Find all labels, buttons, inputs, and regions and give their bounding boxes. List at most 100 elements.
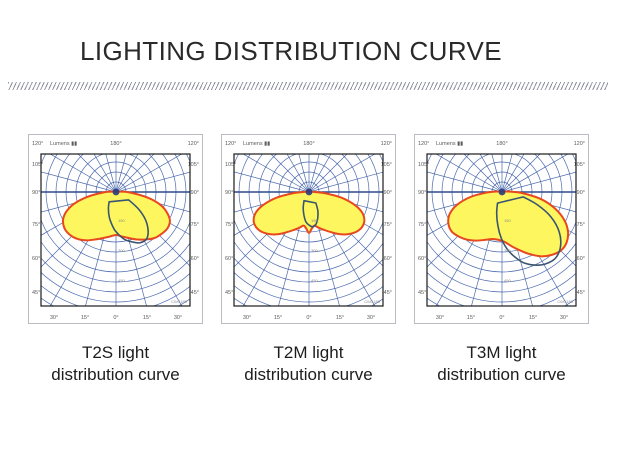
candela-scale-label: 450	[311, 278, 318, 283]
left-angle-label: 60°	[418, 256, 426, 262]
right-angle-label: 75°	[384, 222, 392, 228]
chart-caption-t2m: T2M light distribution curve	[221, 342, 396, 386]
charts-row: 120° Lumens ▮▮ 180° 120° 105° 105° 90° 90° 75° 75…	[28, 134, 620, 324]
luminaire-center-dot	[112, 188, 120, 196]
bottom-angle-label: 30°	[174, 315, 182, 321]
right-angle-label: 90°	[191, 190, 199, 196]
caption-line: distribution curve	[437, 365, 566, 384]
candela-scale-label: 450	[504, 278, 511, 283]
right-angle-label: 45°	[577, 290, 585, 296]
corner-angle-label: 120°	[418, 141, 429, 147]
bottom-angle-label: 30°	[436, 315, 444, 321]
inner-distribution-curve	[495, 196, 562, 266]
luminaire-center-dot	[305, 188, 313, 196]
left-angle-label: 75°	[225, 222, 233, 228]
top-angle-label: 180°	[303, 141, 314, 147]
right-angle-label: 60°	[191, 256, 199, 262]
bottom-angle-label: 15°	[143, 315, 151, 321]
top-angle-label: 180°	[496, 141, 507, 147]
right-angle-label: 75°	[191, 222, 199, 228]
polar-chart-panel-t2m: 120° Lumens ▮▮ 180° 120° 105° 105° 90° 90° 75° 75…	[221, 134, 396, 324]
caption-line: T2M light	[273, 343, 344, 362]
bottom-angle-label: 0°	[499, 315, 504, 321]
bottom-angle-label: 30°	[367, 315, 375, 321]
left-angle-label: 45°	[418, 290, 426, 296]
left-angle-label: 90°	[32, 190, 40, 196]
top-angle-label: 180°	[110, 141, 121, 147]
polar-grid	[427, 154, 576, 306]
corner-angle-label: 120°	[225, 141, 236, 147]
plane-label: C0/C180	[171, 299, 188, 304]
caption-line: distribution curve	[244, 365, 373, 384]
bottom-angle-label: 15°	[529, 315, 537, 321]
plot-border	[40, 153, 191, 307]
left-angle-label: 75°	[32, 222, 40, 228]
plane-label: C0/C180	[557, 299, 574, 304]
right-angle-label: 90°	[577, 190, 585, 196]
candela-scale-label: 150	[118, 218, 125, 223]
bottom-angle-label: 15°	[274, 315, 282, 321]
plot-border	[233, 153, 384, 307]
corner-angle-label: 120°	[32, 141, 43, 147]
inner-distribution-curve	[107, 199, 149, 244]
right-angle-label: 105°	[381, 162, 392, 168]
unit-label: Lumens ▮▮	[436, 141, 463, 147]
right-angle-label: 90°	[384, 190, 392, 196]
plot-border	[426, 153, 577, 307]
polar-grid	[234, 154, 383, 306]
hatch-divider	[8, 82, 608, 90]
beam-envelope-curve	[447, 190, 570, 258]
polar-chart-panel-t2s: 120° Lumens ▮▮ 180° 120° 105° 105° 90° 90° 75° 75…	[28, 134, 203, 324]
candela-scale-label: 300	[504, 248, 511, 253]
left-angle-label: 45°	[32, 290, 40, 296]
left-angle-label: 90°	[418, 190, 426, 196]
polar-grid	[41, 154, 190, 306]
luminaire-center-dot	[498, 188, 506, 196]
right-angle-label: 60°	[577, 256, 585, 262]
bottom-angle-label: 15°	[336, 315, 344, 321]
right-angle-label: 105°	[188, 162, 199, 168]
caption-line: T3M light	[466, 343, 537, 362]
page-title: LIGHTING DISTRIBUTION CURVE	[80, 36, 503, 66]
candela-scale-label: 150	[504, 218, 511, 223]
chart-caption-t2s: T2S light distribution curve	[28, 342, 203, 386]
right-angle-label: 60°	[384, 256, 392, 262]
bottom-angle-label: 30°	[243, 315, 251, 321]
candela-scale-label: 300	[118, 248, 125, 253]
right-angle-label: 75°	[577, 222, 585, 228]
corner-angle-label: 120°	[381, 141, 392, 147]
left-angle-label: 45°	[225, 290, 233, 296]
unit-label: Lumens ▮▮	[50, 141, 77, 147]
right-angle-label: 105°	[574, 162, 585, 168]
bottom-angle-label: 0°	[306, 315, 311, 321]
caption-line: T2S light	[81, 343, 150, 362]
left-angle-label: 105°	[418, 162, 429, 168]
left-angle-label: 60°	[32, 256, 40, 262]
right-angle-label: 45°	[384, 290, 392, 296]
bottom-angle-label: 30°	[560, 315, 568, 321]
unit-label: Lumens ▮▮	[243, 141, 270, 147]
corner-angle-label: 120°	[188, 141, 199, 147]
left-angle-label: 90°	[225, 190, 233, 196]
bottom-angle-label: 0°	[113, 315, 118, 321]
left-angle-label: 105°	[32, 162, 43, 168]
left-angle-label: 60°	[225, 256, 233, 262]
bottom-angle-label: 15°	[467, 315, 475, 321]
caption-line: distribution curve	[51, 365, 180, 384]
plane-label: C0/C180	[364, 299, 381, 304]
right-angle-label: 45°	[191, 290, 199, 296]
page: LIGHTING DISTRIBUTION CURVE 120° Lumens ▮…	[0, 36, 620, 386]
candela-scale-label: 300	[311, 248, 318, 253]
inner-distribution-curve	[302, 199, 319, 228]
polar-chart-panel-t3m: 120° Lumens ▮▮ 180° 120° 105° 105° 90° 90° 75° 75…	[414, 134, 589, 324]
chart-caption-t3m: T3M light distribution curve	[414, 342, 589, 386]
candela-scale-label: 450	[118, 278, 125, 283]
bottom-angle-label: 30°	[50, 315, 58, 321]
left-angle-label: 105°	[225, 162, 236, 168]
captions-row: T2S light distribution curve T2M light d…	[28, 342, 620, 386]
polar-diagram-t2s: 120° Lumens ▮▮ 180° 120° 105° 105° 90° 90° 75° 75…	[32, 141, 199, 321]
corner-angle-label: 120°	[574, 141, 585, 147]
beam-envelope-curve	[61, 190, 171, 242]
polar-diagram-t2m: 120° Lumens ▮▮ 180° 120° 105° 105° 90° 90° 75° 75…	[225, 141, 392, 321]
bottom-angle-label: 15°	[81, 315, 89, 321]
